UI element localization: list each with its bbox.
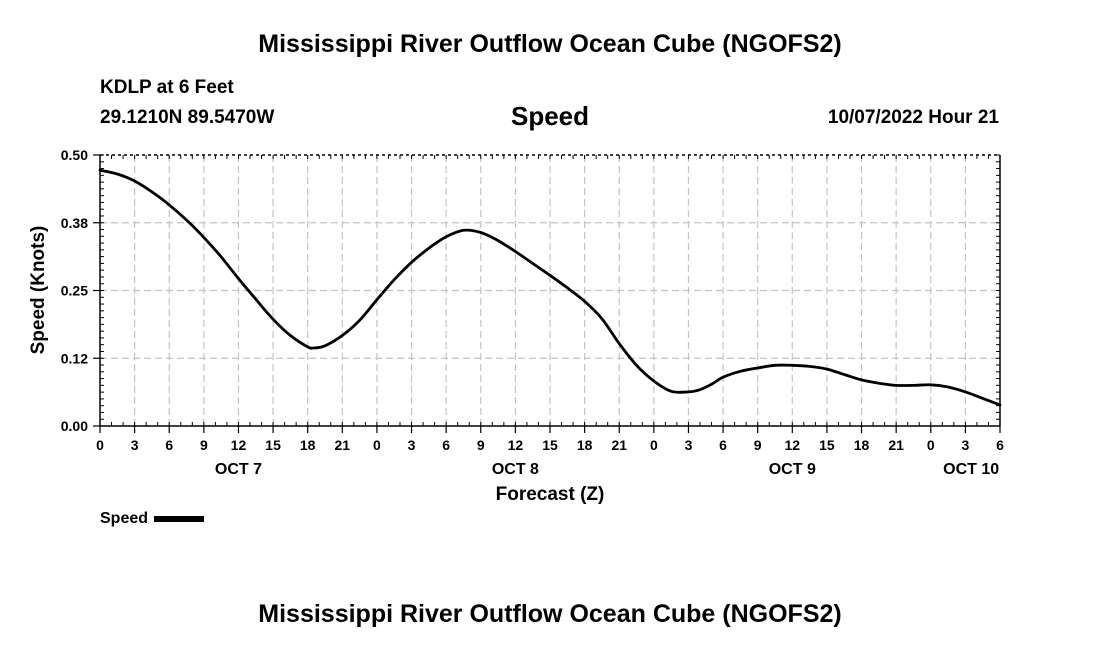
x-tick-label: 9 <box>200 437 208 453</box>
x-axis-ticks: 0 3 6 9 12 15 18 21 0 3 6 9 12 15 18 21 0 3 6 9 12 15 18 21 0 3 6 <box>96 426 1004 453</box>
x-tick-label: 18 <box>300 437 316 453</box>
x-tick-label: 0 <box>927 437 935 453</box>
legend-swatch <box>154 515 205 522</box>
x-tick-label: 12 <box>785 437 801 453</box>
x-tick-label: 6 <box>442 437 450 453</box>
x-tick-label: 6 <box>165 437 173 453</box>
x-tick-label: 21 <box>611 437 627 453</box>
x-tick-label: 18 <box>854 437 870 453</box>
y-tick-label: 0.50 <box>61 147 88 163</box>
x-tick-label: 0 <box>96 437 104 453</box>
day-label: OCT 8 <box>492 461 539 478</box>
forecast-datetime: 10/07/2022 Hour 21 <box>827 107 999 128</box>
x-tick-label: 12 <box>508 437 524 453</box>
x-tick-label: 21 <box>888 437 904 453</box>
y-tick-label: 0.25 <box>61 283 88 299</box>
x-tick-label: 6 <box>719 437 727 453</box>
x-tick-label: 12 <box>231 437 247 453</box>
x-tick-label: 9 <box>754 437 762 453</box>
page-title: Mississippi River Outflow Ocean Cube (NG… <box>258 30 842 58</box>
y-tick-label: 0.12 <box>61 350 88 366</box>
legend: Speed <box>100 510 205 528</box>
page-title-repeat: Mississippi River Outflow Ocean Cube (NG… <box>258 600 842 628</box>
x-tick-label: 3 <box>685 437 693 453</box>
x-tick-label: 15 <box>819 437 835 453</box>
station-coordinates: 29.1210N 89.5470W <box>100 107 275 128</box>
x-tick-label: 0 <box>373 437 381 453</box>
day-label: OCT 10 <box>943 461 999 478</box>
x-tick-label: 9 <box>477 437 485 453</box>
y-tick-label: 0.00 <box>61 418 88 434</box>
day-label: OCT 9 <box>769 461 816 478</box>
y-axis-label: Speed (Knots) <box>28 226 49 355</box>
y-axis-ticks: 0.00 0.12 0.25 0.38 0.50 <box>61 147 100 434</box>
x-tick-label: 3 <box>961 437 969 453</box>
x-tick-label: 0 <box>650 437 658 453</box>
y-tick-label: 0.38 <box>61 215 88 231</box>
speed-chart: 0.00 0.12 0.25 0.38 0.50 0 3 6 9 12 15 18 21 0 3 6 9 12 1… <box>28 147 1004 505</box>
x-tick-label: 21 <box>335 437 351 453</box>
grid <box>100 155 1000 426</box>
station-label: KDLP at 6 Feet <box>100 77 234 98</box>
legend-label: Speed <box>100 510 149 527</box>
day-labels: OCT 7 OCT 8 OCT 9 OCT 10 <box>215 461 999 478</box>
x-tick-label: 6 <box>996 437 1004 453</box>
x-tick-label: 15 <box>265 437 281 453</box>
x-tick-label: 18 <box>577 437 593 453</box>
x-axis-label: Forecast (Z) <box>496 484 605 505</box>
chart-title: Speed <box>510 101 590 131</box>
x-tick-label: 15 <box>542 437 558 453</box>
x-tick-label: 3 <box>131 437 139 453</box>
x-tick-label: 3 <box>408 437 416 453</box>
series-layer <box>98 168 1002 407</box>
day-label: OCT 7 <box>215 461 262 478</box>
speed-series-line <box>98 168 1002 407</box>
